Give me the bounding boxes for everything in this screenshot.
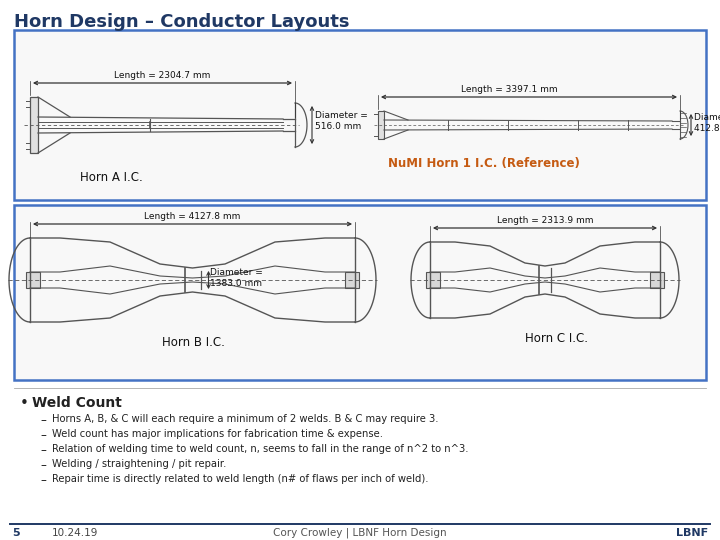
Text: Welding / straightening / pit repair.: Welding / straightening / pit repair.	[52, 459, 226, 469]
Text: Diameter =
516.0 mm: Diameter = 516.0 mm	[315, 111, 368, 131]
Text: Repair time is directly related to weld length (n# of flaws per inch of weld).: Repair time is directly related to weld …	[52, 474, 428, 484]
Text: Length = 4127.8 mm: Length = 4127.8 mm	[144, 212, 240, 221]
Text: –: –	[40, 414, 46, 427]
Text: –: –	[40, 429, 46, 442]
Bar	[426, 272, 440, 288]
Text: Cory Crowley | LBNF Horn Design: Cory Crowley | LBNF Horn Design	[273, 528, 447, 538]
Text: 10.24.19: 10.24.19	[52, 528, 99, 538]
Text: Horns A, B, & C will each require a minimum of 2 welds. B & C may require 3.: Horns A, B, & C will each require a mini…	[52, 414, 438, 424]
Text: Length = 3397.1 mm: Length = 3397.1 mm	[461, 85, 557, 94]
Text: Horn A I.C.: Horn A I.C.	[80, 171, 143, 184]
Text: Length = 2304.7 mm: Length = 2304.7 mm	[114, 71, 211, 80]
Text: Horn B I.C.: Horn B I.C.	[163, 336, 225, 349]
Text: Weld count has major implications for fabrication time & expense.: Weld count has major implications for fa…	[52, 429, 383, 439]
Bar	[26, 272, 40, 288]
Text: Horn C I.C.: Horn C I.C.	[525, 332, 588, 345]
Bar	[30, 97, 38, 153]
FancyBboxPatch shape	[14, 30, 706, 200]
Text: •: •	[20, 396, 29, 411]
Text: –: –	[40, 474, 46, 487]
Text: Relation of welding time to weld count, n, seems to fall in the range of n^2 to : Relation of welding time to weld count, …	[52, 444, 469, 454]
Bar	[650, 272, 664, 288]
Text: NuMI Horn 1 I.C. (Reference): NuMI Horn 1 I.C. (Reference)	[388, 157, 580, 170]
Text: Length = 2313.9 mm: Length = 2313.9 mm	[497, 216, 593, 225]
Text: –: –	[40, 444, 46, 457]
Text: LBNF: LBNF	[676, 528, 708, 538]
Text: –: –	[40, 459, 46, 472]
Text: Diameter =
412.8 mm: Diameter = 412.8 mm	[694, 113, 720, 133]
FancyBboxPatch shape	[14, 205, 706, 380]
Text: Diameter =
1383.0 mm: Diameter = 1383.0 mm	[210, 268, 264, 288]
Text: 5: 5	[12, 528, 19, 538]
Bar	[345, 272, 359, 288]
Bar	[378, 111, 384, 139]
Text: Horn Design – Conductor Layouts: Horn Design – Conductor Layouts	[14, 13, 349, 31]
Text: Weld Count: Weld Count	[32, 396, 122, 410]
